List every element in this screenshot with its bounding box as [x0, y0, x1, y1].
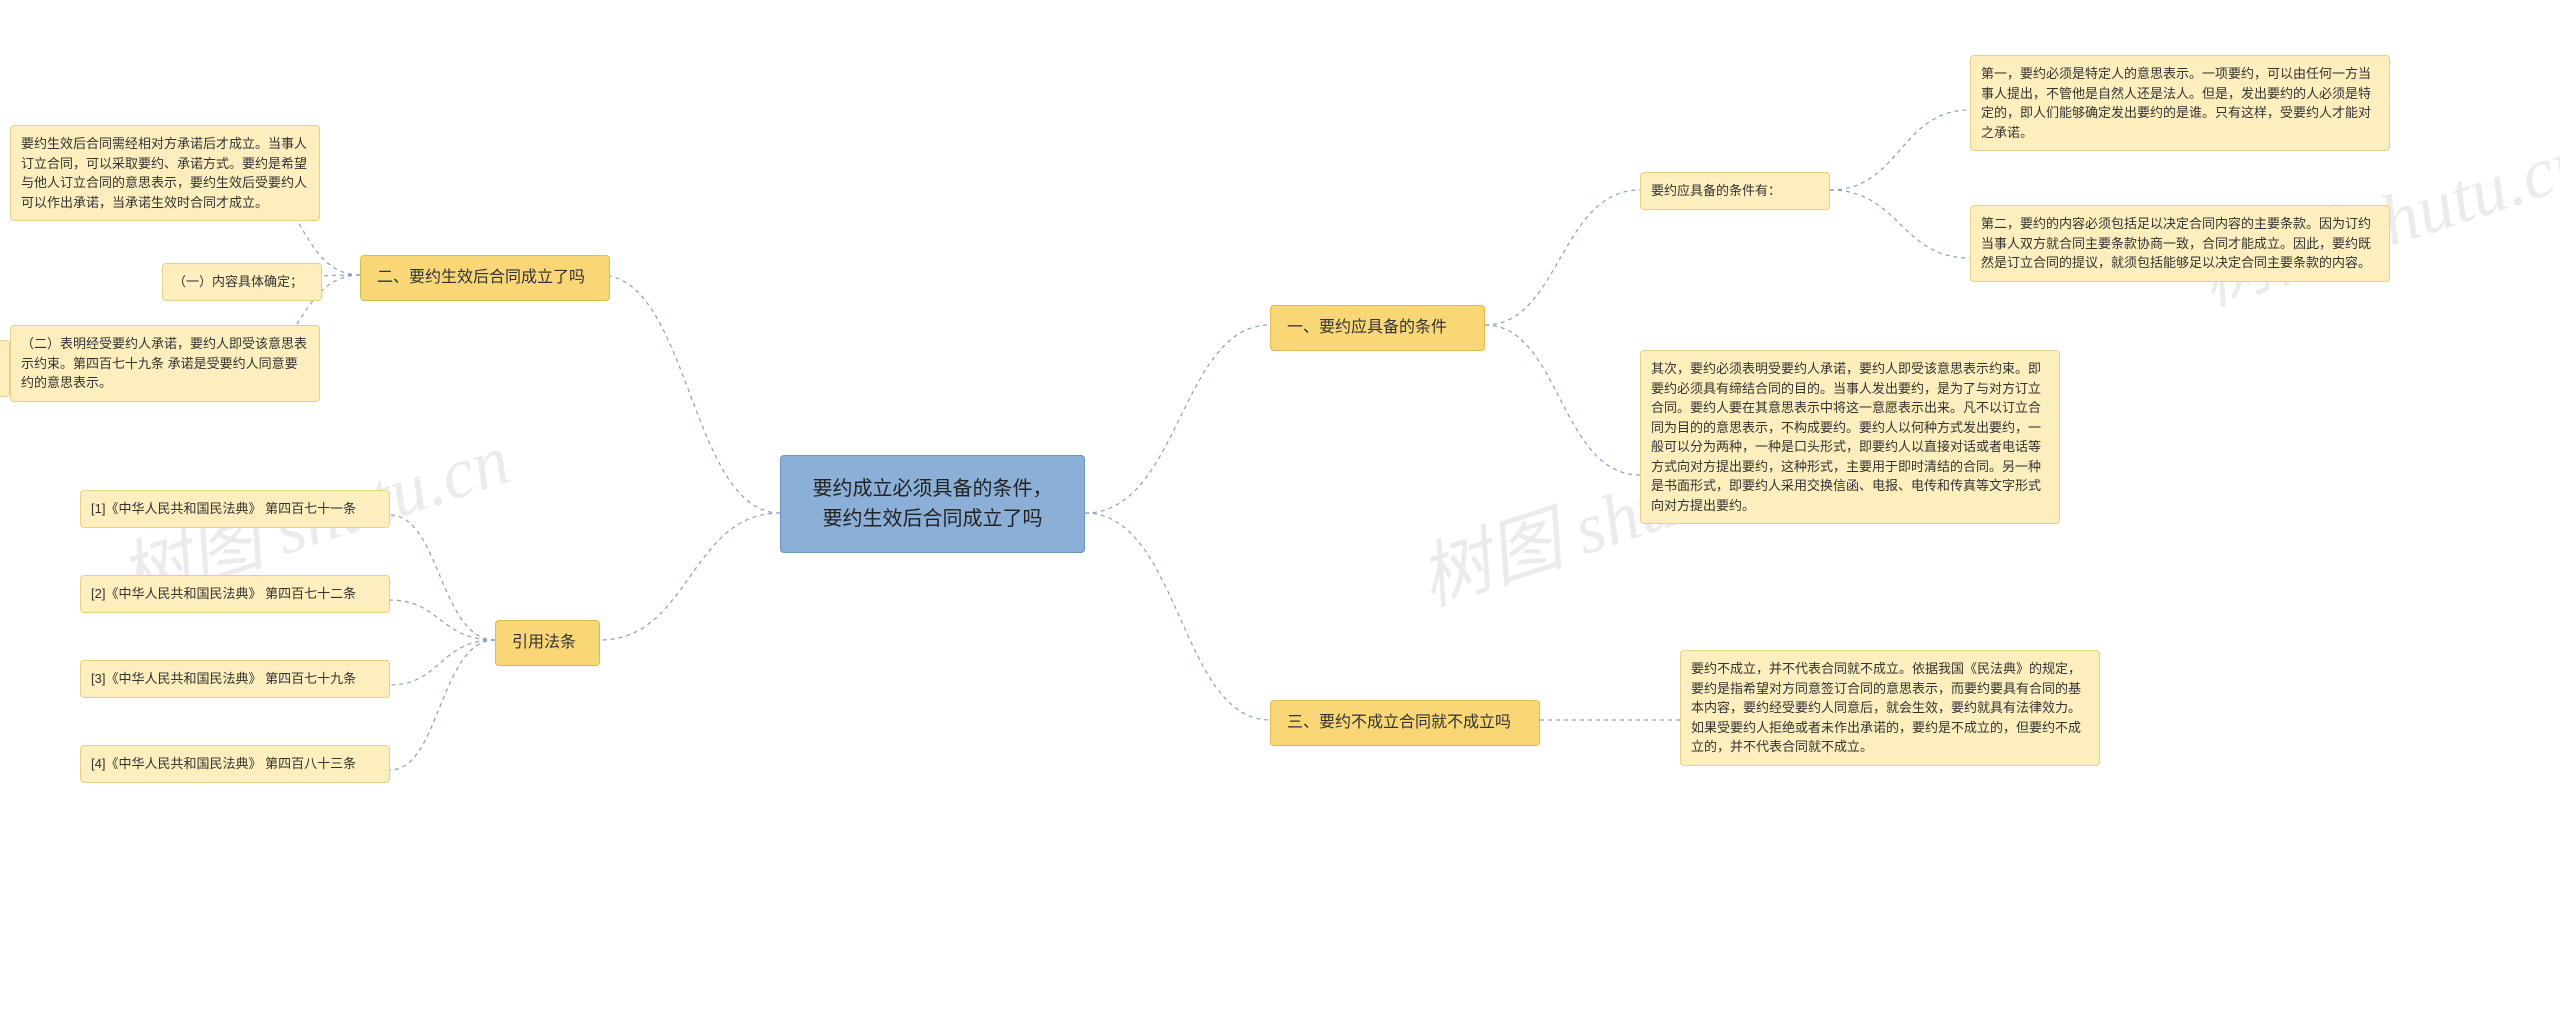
leaf-r3a-text: 要约不成立，并不代表合同就不成立。依据我国《民法典》的规定，要约是指希望对方同意…	[1691, 661, 2081, 754]
leaf-l4c: [3]《中华人民共和国民法典》 第四百七十九条	[80, 660, 390, 698]
branch-r3-label: 三、要约不成立合同就不成立吗	[1287, 714, 1511, 731]
leaf-r1b-text: 其次，要约必须表明受要约人承诺，要约人即受该意思表示约束。即要约必须具有缔结合同…	[1651, 361, 2041, 513]
leaf-l2a-text: 要约生效后合同需经相对方承诺后才成立。当事人订立合同，可以采取要约、承诺方式。要…	[21, 136, 307, 210]
branch-r1-label: 一、要约应具备的条件	[1287, 319, 1447, 336]
leaf-l2b-text: （一）内容具体确定；	[173, 274, 303, 289]
leaf-l4a-text: [1]《中华人民共和国民法典》 第四百七十一条	[91, 501, 356, 516]
branch-l2-label: 二、要约生效后合同成立了吗	[377, 269, 585, 286]
root-node: 要约成立必须具备的条件，要约生效后合同成立了吗	[780, 455, 1085, 553]
branch-r1: 一、要约应具备的条件	[1270, 305, 1485, 351]
branch-l4-label: 引用法条	[512, 634, 576, 651]
leaf-l4b: [2]《中华人民共和国民法典》 第四百七十二条	[80, 575, 390, 613]
leaf-r1a-label: 要约应具备的条件有：	[1651, 183, 1781, 198]
leaf-r1a2-text: 第二，要约的内容必须包括足以决定合同内容的主要条款。因为订约当事人双方就合同主要…	[1981, 216, 2371, 270]
root-text: 要约成立必须具备的条件，要约生效后合同成立了吗	[813, 478, 1053, 530]
leaf-r1a2: 第二，要约的内容必须包括足以决定合同内容的主要条款。因为订约当事人双方就合同主要…	[1970, 205, 2390, 282]
branch-l2: 二、要约生效后合同成立了吗	[360, 255, 610, 301]
leaf-l2c-text: （二）表明经受要约人承诺，要约人即受该意思表示约束。第四百七十九条 承诺是受要约…	[21, 336, 307, 390]
leaf-l2c: （二）表明经受要约人承诺，要约人即受该意思表示约束。第四百七十九条 承诺是受要约…	[10, 325, 320, 402]
leaf-l4c-text: [3]《中华人民共和国民法典》 第四百七十九条	[91, 671, 356, 686]
leaf-l2a: 要约生效后合同需经相对方承诺后才成立。当事人订立合同，可以采取要约、承诺方式。要…	[10, 125, 320, 221]
leaf-l4d-text: [4]《中华人民共和国民法典》 第四百八十三条	[91, 756, 356, 771]
branch-l4: 引用法条	[495, 620, 600, 666]
leaf-l4d: [4]《中华人民共和国民法典》 第四百八十三条	[80, 745, 390, 783]
leaf-l2c1: 第四百八十三条 承诺生效时合同成立，但是法律另有规定或者当事人另有约定的除外。	[0, 340, 10, 397]
leaf-l4a: [1]《中华人民共和国民法典》 第四百七十一条	[80, 490, 390, 528]
leaf-l4b-text: [2]《中华人民共和国民法典》 第四百七十二条	[91, 586, 356, 601]
leaf-r3a: 要约不成立，并不代表合同就不成立。依据我国《民法典》的规定，要约是指希望对方同意…	[1680, 650, 2100, 766]
leaf-r1a1-text: 第一，要约必须是特定人的意思表示。一项要约，可以由任何一方当事人提出，不管他是自…	[1981, 66, 2371, 140]
leaf-r1b: 其次，要约必须表明受要约人承诺，要约人即受该意思表示约束。即要约必须具有缔结合同…	[1640, 350, 2060, 524]
branch-r3: 三、要约不成立合同就不成立吗	[1270, 700, 1540, 746]
leaf-r1a: 要约应具备的条件有：	[1640, 172, 1830, 210]
leaf-r1a1: 第一，要约必须是特定人的意思表示。一项要约，可以由任何一方当事人提出，不管他是自…	[1970, 55, 2390, 151]
leaf-l2b: （一）内容具体确定；	[162, 263, 322, 301]
